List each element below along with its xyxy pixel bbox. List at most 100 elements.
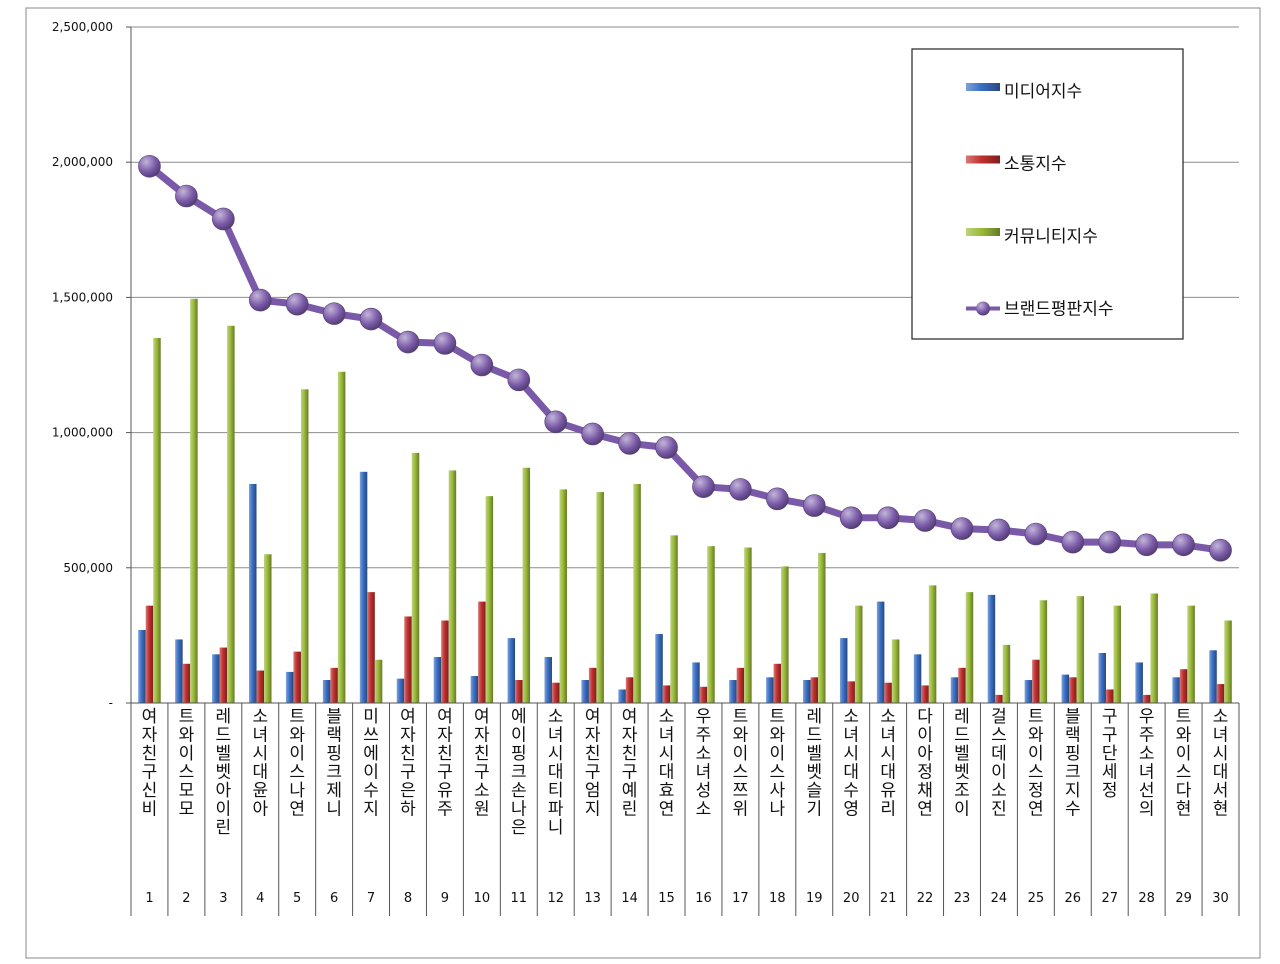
bar (618, 689, 626, 703)
line-point (507, 368, 531, 392)
bar (1172, 677, 1180, 703)
bar (1039, 600, 1048, 703)
category-number: 28 (1138, 891, 1155, 906)
bar (662, 685, 671, 703)
bar (374, 659, 383, 703)
bar (153, 337, 161, 703)
bar (729, 680, 737, 703)
bar (212, 654, 220, 703)
line-point (729, 478, 752, 501)
bar (182, 663, 191, 703)
bar (847, 681, 855, 703)
category-number: 11 (511, 891, 528, 906)
legend-label: 미디어지수 (1004, 82, 1082, 102)
bar (1076, 596, 1085, 703)
category-number: 3 (219, 891, 227, 906)
y-tick-label: 2,500,000 (52, 20, 113, 34)
bar (1224, 620, 1232, 703)
bar (544, 657, 552, 703)
line-point (1172, 533, 1195, 557)
category-number: 16 (695, 891, 712, 906)
line-point (618, 432, 641, 455)
bar (441, 620, 449, 703)
bar (839, 638, 848, 703)
bar (995, 694, 1003, 703)
line-point (1135, 533, 1158, 557)
category-number: 8 (404, 891, 412, 906)
line-point (1098, 530, 1122, 554)
category-number: 27 (1101, 891, 1118, 906)
category-number: 2 (182, 891, 190, 906)
bar (448, 470, 457, 703)
bar (625, 677, 634, 703)
bar (987, 594, 996, 703)
bar (766, 677, 774, 703)
bar (950, 677, 959, 703)
bar (781, 566, 789, 703)
bar (293, 651, 301, 703)
y-axis-tick-labels: - 500,000 1,000,000 1,500,000 2,000,000 2,500… (52, 20, 113, 710)
bar (1187, 605, 1195, 703)
bar (736, 667, 745, 703)
line-point (470, 353, 494, 377)
bar (744, 547, 752, 703)
category-number: 1 (145, 891, 153, 906)
bar (285, 671, 294, 703)
bar (876, 601, 885, 703)
bar-series (138, 298, 1232, 703)
bar (596, 492, 604, 703)
line-point (1024, 522, 1048, 546)
line-point (285, 292, 309, 316)
bar (219, 647, 228, 703)
bar (175, 639, 183, 703)
bar (699, 686, 708, 703)
y-tick-label: 1,500,000 (52, 290, 113, 304)
y-tick-label: 1,000,000 (52, 426, 113, 440)
bar (958, 667, 966, 703)
bar (145, 605, 154, 703)
category-number: 12 (547, 891, 564, 906)
bar (1142, 694, 1151, 703)
bar (1135, 662, 1143, 703)
bar (515, 680, 523, 703)
category-number: 18 (769, 891, 786, 906)
bar (913, 654, 922, 703)
bar (1002, 644, 1011, 703)
bar (1209, 650, 1217, 703)
bar (396, 678, 405, 703)
bar (507, 638, 516, 703)
line-point (876, 506, 900, 530)
category-number: 23 (954, 891, 971, 906)
bar (581, 680, 589, 703)
category-number: 6 (330, 891, 338, 906)
bar (300, 389, 309, 703)
brand-index-line (138, 154, 1232, 562)
category-number: 20 (843, 891, 860, 906)
legend-label: 소통지수 (1004, 155, 1067, 175)
line-point (839, 506, 863, 530)
bar (138, 629, 146, 703)
bar (322, 680, 331, 703)
line-point (655, 436, 678, 459)
bar (256, 670, 265, 703)
category-number: 17 (732, 891, 749, 906)
bar (655, 634, 663, 703)
line-point (212, 207, 235, 231)
